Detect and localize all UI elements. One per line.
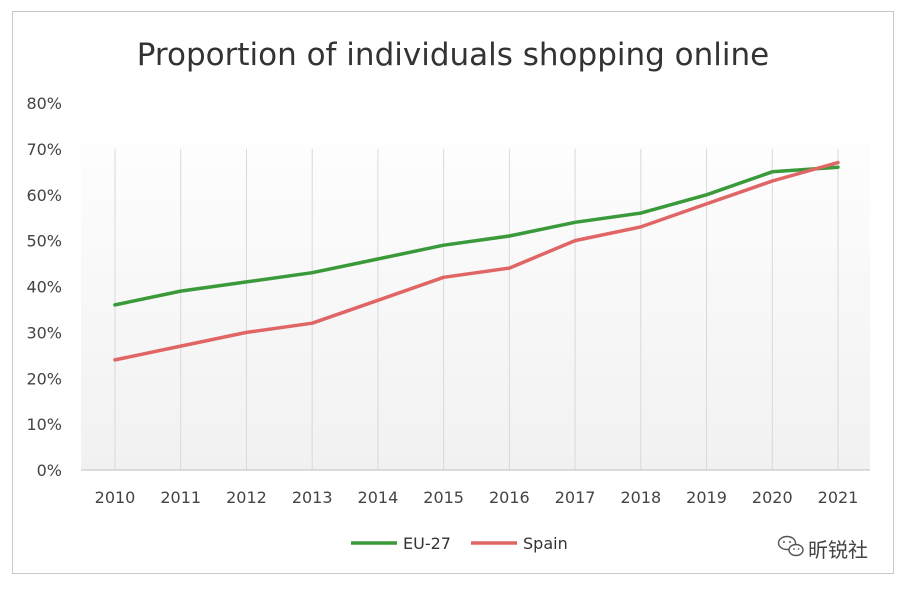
y-axis-ticks: 0% 10% 20% 30% 40% 50% 60% 70% 80% xyxy=(26,94,62,480)
plot-area xyxy=(81,103,870,470)
y-tick-label: 0% xyxy=(37,461,62,480)
legend: EU-27 Spain xyxy=(351,534,568,553)
legend-label: Spain xyxy=(523,534,568,553)
x-tick-label: 2016 xyxy=(489,488,530,507)
y-tick-label: 80% xyxy=(26,94,62,113)
x-tick-label: 2018 xyxy=(620,488,661,507)
x-tick-label: 2015 xyxy=(423,488,464,507)
x-tick-label: 2019 xyxy=(686,488,727,507)
x-tick-label: 2010 xyxy=(95,488,136,507)
chart: Proportion of individuals shopping onlin… xyxy=(26,37,870,562)
y-tick-label: 70% xyxy=(26,140,62,159)
x-tick-label: 2017 xyxy=(555,488,596,507)
y-tick-label: 50% xyxy=(26,232,62,251)
legend-label: EU-27 xyxy=(403,534,451,553)
x-tick-label: 2011 xyxy=(160,488,201,507)
x-tick-label: 2014 xyxy=(358,488,399,507)
y-tick-label: 30% xyxy=(26,323,62,342)
series-lines xyxy=(113,160,840,362)
watermark-text: 昕锐社 xyxy=(808,538,868,562)
chart-title: Proportion of individuals shopping onlin… xyxy=(137,37,769,73)
series-line-eu-27 xyxy=(113,165,840,307)
y-tick-label: 60% xyxy=(26,186,62,205)
x-tick-label: 2020 xyxy=(752,488,793,507)
x-tick-label: 2021 xyxy=(818,488,859,507)
y-tick-label: 20% xyxy=(26,369,62,388)
x-tick-label: 2013 xyxy=(292,488,333,507)
watermark: 昕锐社 xyxy=(777,535,868,562)
wechat-icon xyxy=(777,535,804,557)
x-tick-label: 2012 xyxy=(226,488,267,507)
y-tick-label: 40% xyxy=(26,278,62,297)
y-tick-label: 10% xyxy=(26,415,62,434)
grid-lines xyxy=(114,148,839,470)
chart-frame: Proportion of individuals shopping onlin… xyxy=(12,11,894,574)
x-axis-ticks: 2010 2011 2012 2013 2014 2015 2016 2017 2018 2019… xyxy=(95,488,859,507)
series-line-spain xyxy=(113,160,840,362)
